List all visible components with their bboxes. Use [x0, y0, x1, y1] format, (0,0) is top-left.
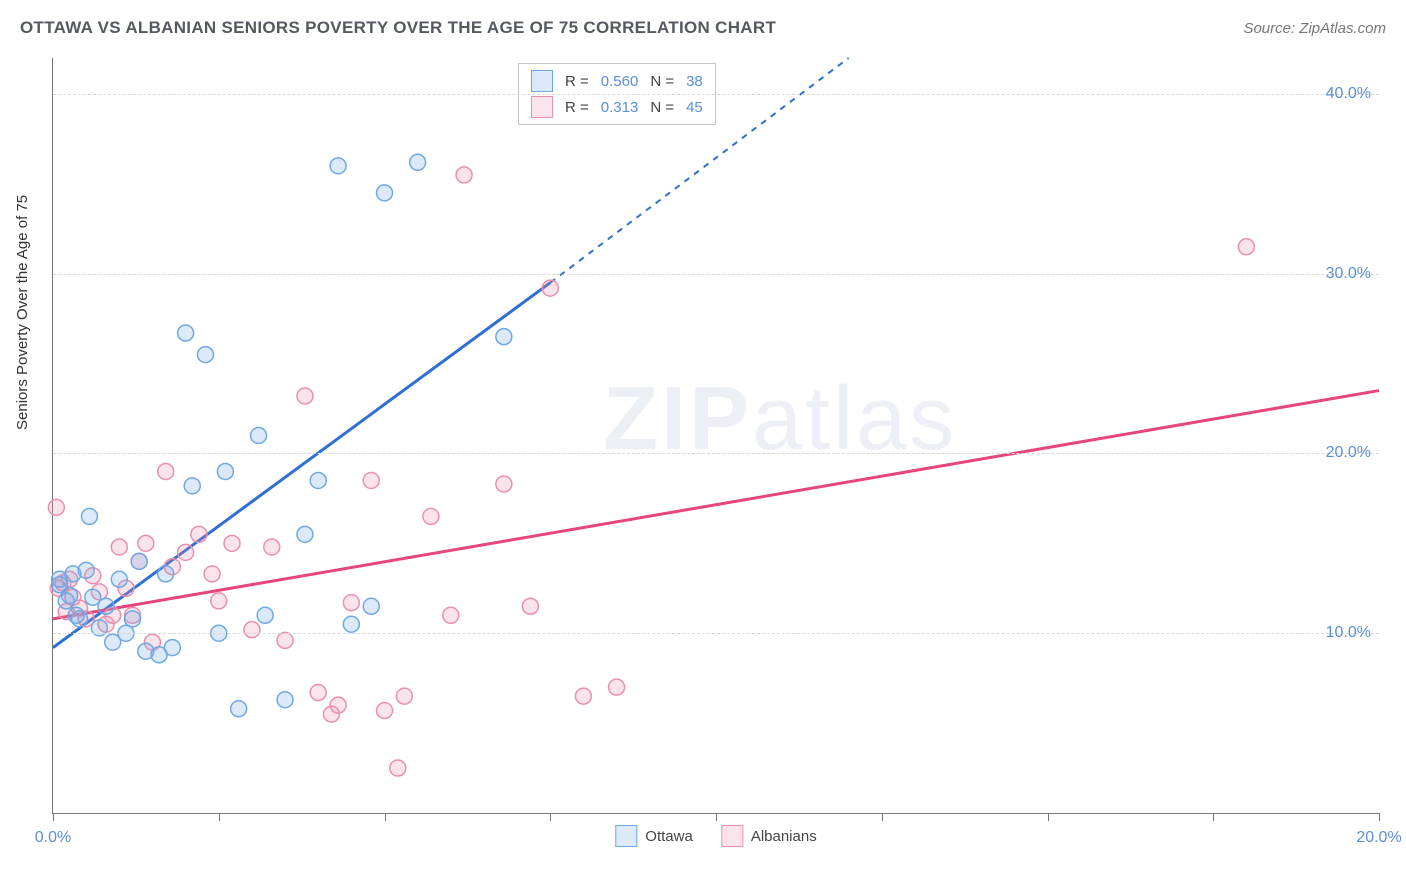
y-tick-label: 30.0% — [1326, 265, 1371, 283]
albanians-n-value: 45 — [686, 99, 703, 116]
r-label: R = — [565, 73, 589, 90]
x-tick — [1213, 813, 1214, 821]
albanians-r-value: 0.313 — [601, 99, 639, 116]
gridline — [53, 633, 1379, 634]
x-tick — [1048, 813, 1049, 821]
gridline — [53, 453, 1379, 454]
albanians-swatch-icon — [531, 96, 553, 118]
x-tick-label: 0.0% — [35, 829, 71, 847]
y-tick-label: 20.0% — [1326, 444, 1371, 462]
x-tick — [716, 813, 717, 821]
chart-plot-area: ZIPatlas R = 0.560 N = 38 R = 0.313 N = … — [52, 58, 1379, 814]
y-tick-label: 40.0% — [1326, 85, 1371, 103]
ottawa-n-value: 38 — [686, 73, 703, 90]
ottawa-legend-swatch-icon — [615, 825, 637, 847]
n-label2: N = — [650, 99, 674, 116]
ottawa-swatch-icon — [531, 70, 553, 92]
chart-title: OTTAWA VS ALBANIAN SENIORS POVERTY OVER … — [20, 18, 776, 38]
x-tick — [219, 813, 220, 821]
y-tick-label: 10.0% — [1326, 624, 1371, 642]
x-tick-label: 20.0% — [1356, 829, 1401, 847]
albanians-legend-swatch-icon — [721, 825, 743, 847]
n-label: N = — [650, 73, 674, 90]
gridline — [53, 94, 1379, 95]
x-tick — [385, 813, 386, 821]
x-tick — [53, 813, 54, 821]
albanians-legend-label: Albanians — [751, 828, 817, 845]
x-tick — [550, 813, 551, 821]
ottawa-legend-label: Ottawa — [645, 828, 693, 845]
gridline — [53, 274, 1379, 275]
x-tick — [882, 813, 883, 821]
ottawa-r-value: 0.560 — [601, 73, 639, 90]
x-tick — [1379, 813, 1380, 821]
y-axis-title: Seniors Poverty Over the Age of 75 — [14, 195, 31, 430]
scatter-svg — [53, 58, 1379, 813]
series-legend: Ottawa Albanians — [615, 825, 816, 847]
source-text: Source: ZipAtlas.com — [1243, 20, 1386, 37]
r-label2: R = — [565, 99, 589, 116]
